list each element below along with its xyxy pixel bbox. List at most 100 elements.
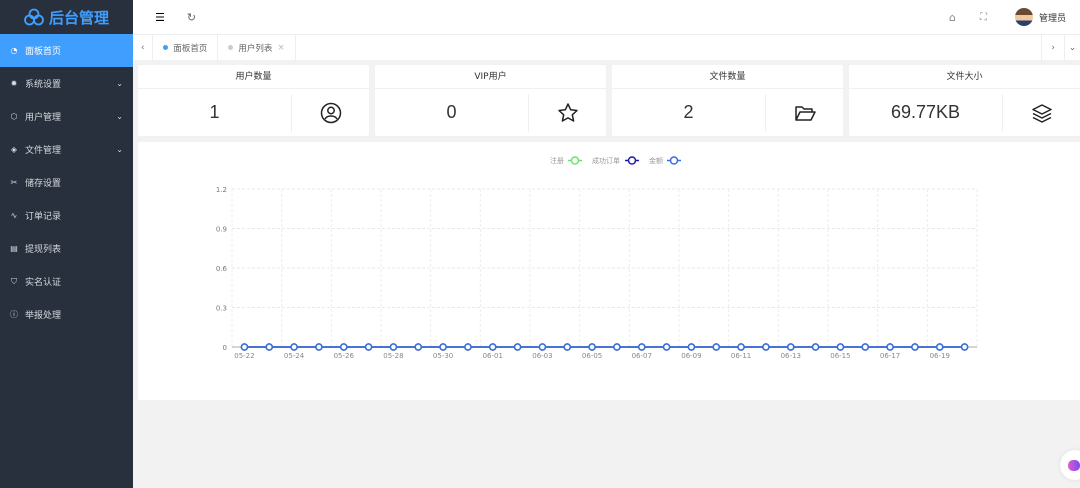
sidebar-item[interactable]: ✹ 系统设置 ⌄ [0, 67, 133, 100]
x-tick-label: 06-03 [532, 352, 552, 360]
fullscreen-icon[interactable]: ⛶ [979, 11, 987, 23]
sidebar-item-label: 实名认证 [25, 278, 62, 288]
sidebar-item-label: 用户管理 [25, 113, 62, 123]
sidebar-item[interactable]: ∿ 订单记录 [0, 199, 133, 232]
data-point [662, 343, 671, 351]
stat-card: 文件大小 69.77KB [849, 65, 1080, 136]
data-point [861, 343, 869, 351]
card-value: 69.77KB [890, 102, 961, 122]
chevron-down-icon: ⌄ [116, 79, 123, 88]
sidebar-item[interactable]: ◔ 面板首页 [0, 34, 133, 67]
active-dot [163, 45, 169, 50]
sidebar-item[interactable]: ⬡ 用户管理 ⌄ [0, 100, 133, 133]
header: ☰ ↻ ⌂ ⛶ 管理员 [133, 0, 1080, 34]
data-point [886, 343, 894, 351]
sidebar-item-label: 文件管理 [25, 146, 62, 156]
x-tick-label: 05-30 [433, 352, 453, 360]
sidebar-item-label: 面板首页 [25, 47, 62, 57]
layers-icon [1031, 103, 1052, 123]
data-point [364, 343, 373, 351]
sidebar-item-label: 系统设置 [25, 80, 62, 90]
x-tick-label: 05-22 [234, 352, 254, 360]
data-point [464, 343, 472, 351]
folder-open-icon [794, 105, 816, 121]
card-title: 文件数量 [612, 65, 843, 89]
star-icon [557, 102, 578, 122]
x-tick-label: 06-13 [781, 352, 801, 360]
logo: 后台管理 [0, 0, 133, 34]
y-tick-label: 0 [223, 344, 227, 352]
x-tick-label: 06-01 [483, 352, 503, 360]
x-tick-label: 06-15 [830, 352, 850, 360]
data-point [290, 343, 298, 351]
legend-marker [627, 156, 637, 165]
sidebar-item-label: 举报处理 [25, 311, 62, 321]
data-point [439, 343, 447, 351]
data-point [538, 343, 547, 351]
sidebar-item[interactable]: ◈ 文件管理 ⌄ [0, 133, 133, 166]
tools-icon: ✂ [10, 178, 18, 187]
menu-toggle-icon[interactable]: ☰ [155, 10, 165, 24]
data-point [340, 343, 348, 351]
stat-card: 文件数量 2 [612, 65, 843, 136]
card-title: 文件大小 [849, 65, 1080, 89]
chevron-down-icon: ⌄ [116, 145, 123, 154]
floating-assistant-button[interactable] [1060, 450, 1080, 480]
sidebar-item[interactable]: ✂ 储存设置 [0, 166, 133, 199]
x-tick-label: 06-05 [582, 352, 602, 360]
data-point [414, 343, 422, 351]
data-point [563, 343, 571, 351]
data-point [787, 343, 795, 351]
sidebar-item[interactable]: ⓘ 举报处理 [0, 298, 133, 331]
user-circle-icon [320, 102, 341, 123]
avatar[interactable] [1014, 8, 1033, 26]
data-point [712, 343, 720, 351]
sidebar-item-label: 提现列表 [25, 245, 62, 255]
y-tick-label: 1.2 [216, 186, 227, 194]
tab-dashboard[interactable]: 面板首页 [153, 34, 219, 61]
home-icon[interactable]: ⌂ [949, 10, 956, 24]
tabs-scroll-left[interactable]: ‹ [133, 34, 154, 61]
tab-label: 用户列表 [238, 43, 273, 54]
x-tick-label: 06-17 [880, 352, 900, 360]
x-tick-label: 05-24 [284, 352, 305, 360]
refresh-icon[interactable]: ↻ [186, 10, 197, 24]
gear-icon: ✹ [10, 79, 18, 88]
x-tick-label: 05-26 [334, 352, 355, 360]
data-point [960, 343, 969, 351]
data-point [737, 343, 745, 351]
layers-icon: ◈ [10, 145, 18, 154]
chevron-down-icon: ⌄ [116, 112, 123, 121]
close-icon[interactable]: × [277, 42, 285, 53]
y-tick-label: 0.9 [216, 226, 227, 234]
x-tick-label: 05-28 [383, 352, 403, 360]
tab-bar: ‹ 面板首页 用户列表 × › ⌄ [133, 34, 1080, 61]
data-point [687, 343, 696, 351]
data-point [936, 343, 944, 351]
y-tick-label: 0.3 [216, 305, 227, 313]
legend-marker [669, 156, 679, 165]
user-name[interactable]: 管理员 [1038, 13, 1066, 24]
data-point [315, 343, 323, 351]
card-title: VIP用户 [375, 65, 606, 89]
tabs-dropdown[interactable]: ⌄ [1068, 42, 1076, 53]
data-point [613, 343, 621, 351]
sidebar-item[interactable]: ⛉ 实名认证 [0, 265, 133, 298]
sidebar: 后台管理 ◔ 面板首页 ✹ 系统设置 ⌄ ⬡ 用户管理 ⌄ ◈ 文件管理 ⌄ ✂ 储存设置 ∿ 订单记录 ▤ 提… [0, 0, 133, 488]
dashboard-icon: ◔ [10, 46, 18, 55]
chart-panel: 0 0.3 0.6 0.9 1.2 05-22 05-24 05-26 05-28 05-30 06… [138, 142, 1080, 400]
dot [228, 45, 234, 50]
tabs-scroll-right[interactable]: › [1041, 34, 1065, 61]
user-cube-icon: ⬡ [10, 112, 18, 121]
sidebar-item[interactable]: ▤ 提现列表 [0, 232, 133, 265]
data-point [513, 343, 522, 351]
data-point [638, 343, 646, 351]
data-point [836, 343, 845, 351]
card-value: 2 [683, 102, 694, 122]
tab-user-list[interactable]: 用户列表 × [218, 34, 296, 61]
data-point [762, 343, 770, 351]
card-title: 用户数量 [138, 65, 369, 89]
card-value: 0 [446, 102, 457, 122]
data-point [588, 343, 596, 351]
data-point [489, 343, 497, 351]
